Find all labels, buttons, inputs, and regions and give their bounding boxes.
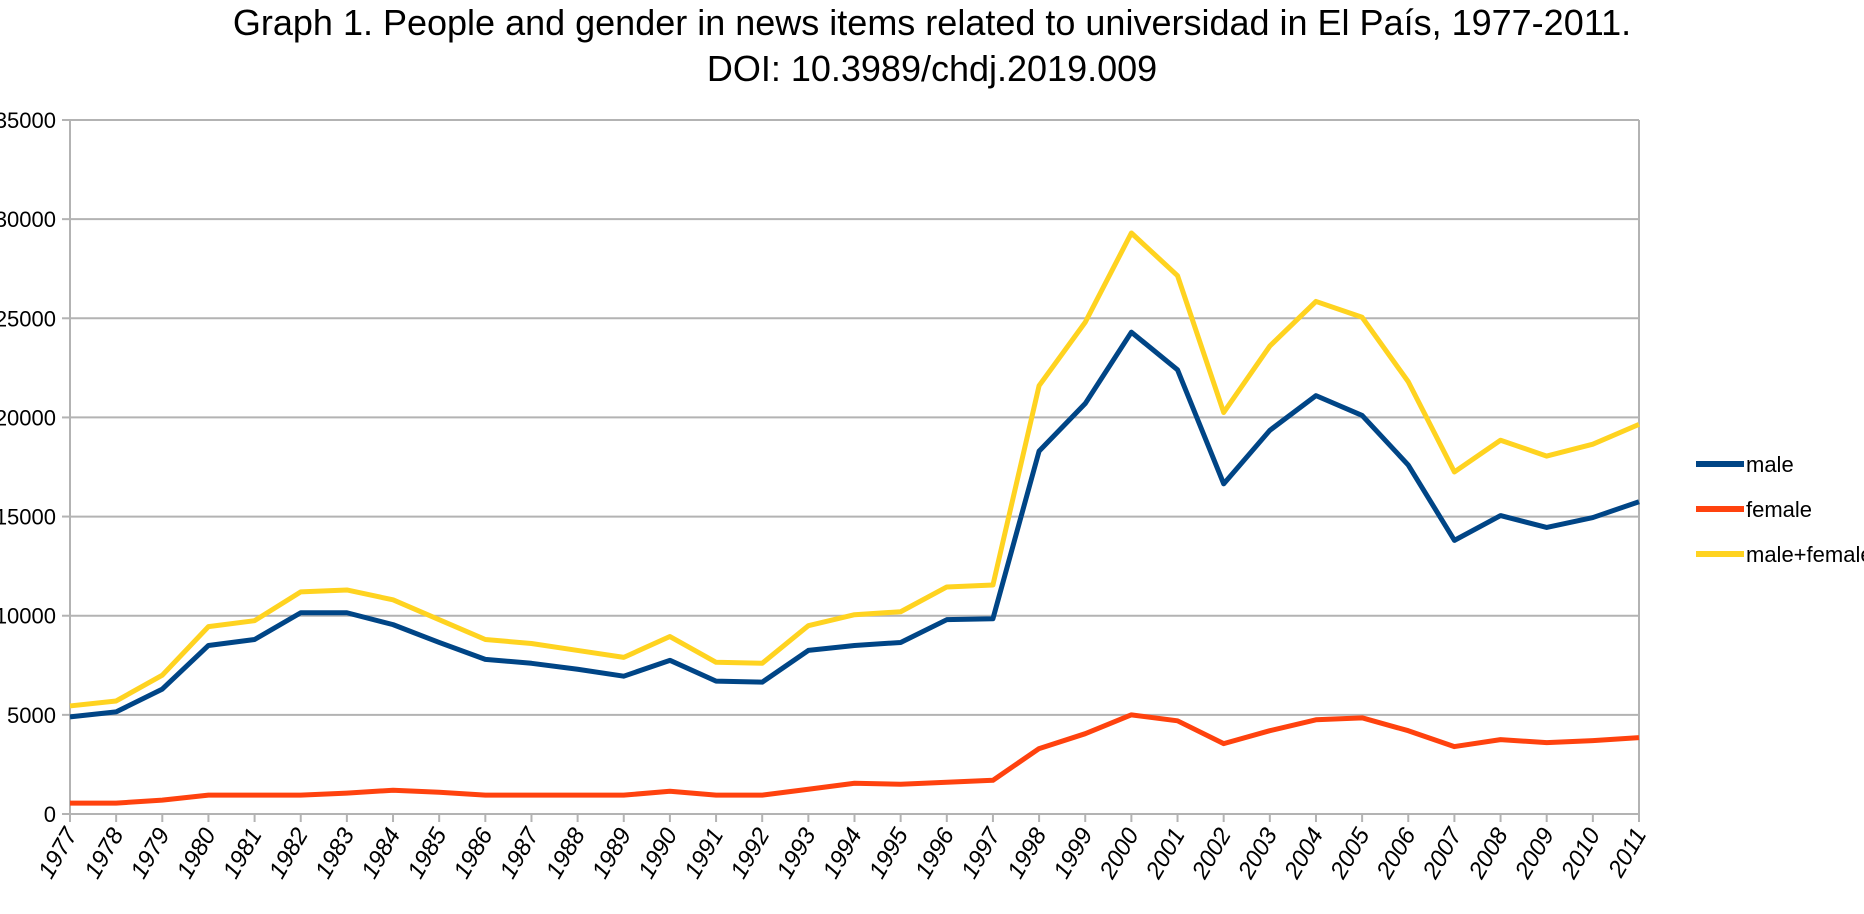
x-tick-label: 1995: [864, 823, 914, 883]
grid-lines: [70, 119, 1639, 716]
x-tick-label: 1987: [495, 822, 546, 883]
x-tick-label: 1978: [79, 823, 129, 883]
x-tick-label: 1989: [587, 824, 637, 884]
x-tick-label: 2004: [1279, 824, 1330, 885]
x-tick-label: 1979: [125, 824, 175, 884]
chart-title: Graph 1. People and gender in news items…: [232, 2, 1632, 43]
y-tick-label: 35000: [0, 108, 56, 133]
x-tick-label: 2007: [1417, 822, 1468, 884]
x-tick-label: 1990: [633, 823, 683, 883]
x-tick-label: 1988: [541, 823, 591, 883]
x-tick-label: 1986: [448, 823, 498, 883]
x-tick-label: 2006: [1371, 823, 1422, 884]
x-tick-label: 2003: [1232, 823, 1283, 884]
series-lines: [69, 230, 1640, 806]
x-tick-label: 1993: [771, 823, 821, 883]
series-line-male-female: [69, 230, 1640, 709]
y-tick-label: 5000: [7, 703, 56, 728]
x-tick-label: 1984: [356, 824, 406, 884]
axes: [62, 119, 1640, 822]
x-tick-labels: 1977197819791980198119821983198419851986…: [33, 822, 1652, 884]
series-line-female: [70, 712, 1640, 806]
x-tick-label: 2005: [1325, 823, 1376, 884]
chart-title-block: Graph 1. People and gender in news items…: [0, 0, 1864, 92]
x-tick-label: 1999: [1048, 824, 1098, 884]
legend-label-male-female: male+female: [1746, 542, 1864, 567]
legend-label-male: male: [1746, 452, 1794, 477]
x-tick-label: 2000: [1094, 823, 1145, 884]
legend: male female male+female: [1696, 452, 1864, 567]
x-tick-label: 1982: [264, 824, 314, 884]
x-tick-label: 2008: [1463, 823, 1514, 884]
x-tick-label: 1991: [679, 824, 729, 884]
x-tick-label: 2001: [1140, 824, 1191, 885]
x-tick-label: 2002: [1186, 824, 1237, 885]
x-tick-label: 1998: [1002, 823, 1052, 883]
y-tick-label: 15000: [0, 505, 56, 530]
legend-label-female: female: [1746, 497, 1812, 522]
x-tick-label: 1985: [402, 823, 452, 883]
x-tick-label: 1994: [818, 824, 868, 884]
x-tick-label: 1992: [725, 824, 775, 884]
y-tick-label: 0: [44, 802, 56, 827]
x-tick-label: 2011: [1603, 824, 1653, 883]
x-tick-label: 1997: [956, 822, 1007, 883]
y-tick-label: 10000: [0, 604, 56, 629]
y-tick-label: 30000: [0, 207, 56, 232]
x-tick-label: 1981: [218, 824, 268, 884]
x-tick-label: 2010: [1555, 823, 1606, 884]
x-tick-label: 1977: [33, 822, 84, 883]
y-tick-label: 25000: [0, 306, 56, 331]
x-tick-label: 2009: [1509, 824, 1560, 885]
x-tick-label: 1983: [310, 823, 360, 883]
x-tick-label: 1980: [172, 823, 222, 883]
series-line-male: [69, 329, 1640, 720]
chart-subtitle: DOI: 10.3989/chdj.2019.009: [706, 48, 1158, 89]
y-tick-label: 20000: [0, 405, 56, 430]
x-tick-label: 1996: [910, 823, 960, 883]
y-tick-labels: 0 5000 10000 15000 20000 25000 30000 35000: [0, 108, 56, 827]
